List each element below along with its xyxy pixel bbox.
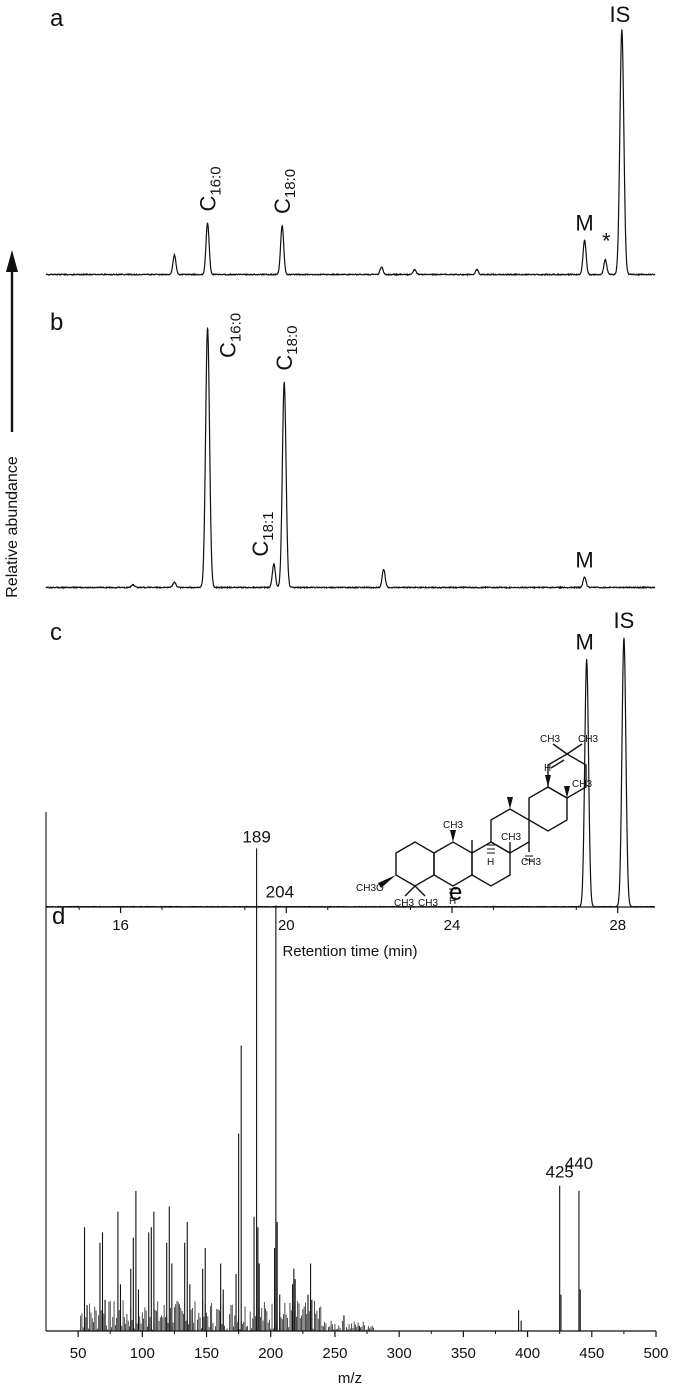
ion-label-189: 189 [242,827,270,846]
peak-a-6 [583,240,586,242]
label-ch3-17: CH3 [572,779,592,790]
peak-a-4 [414,269,416,271]
peak-label-c-1: IS [614,608,635,633]
label-h-18: H [544,763,551,774]
x-tick-label-mz-250: 250 [322,1345,347,1362]
peak-label-a-8: IS [609,2,630,27]
structure-e: e [356,734,598,909]
x-tick-label-mz-300: 300 [387,1345,412,1362]
shared-y-axis: Relative abundance [4,250,21,598]
peak-b-5 [383,569,385,571]
x-axis-label-mz: m/z [338,1370,362,1387]
peak-label-a-1-text: C16:0 [196,166,225,211]
label-h-9: H [487,857,494,868]
peak-a-1 [206,222,209,225]
peak-label-a-1: C16:0 [196,166,225,211]
peak-label-b-4-text: C18:0 [272,326,301,371]
label-ch3-4b: CH3 [418,898,438,909]
peak-a-2 [281,225,283,227]
label-ch3-10: CH3 [443,820,463,831]
molecule-hash-bonds [449,844,533,894]
peak-b-0 [132,584,134,587]
ion-label-425: 425 [545,1163,573,1182]
x-tick-label-mz-450: 450 [579,1345,604,1362]
x-tick-label-mz-350: 350 [451,1345,476,1362]
label-ch3-8: CH3 [501,832,521,843]
peak-b-6 [583,577,586,579]
peak-label-b-2: C16:0 [216,313,245,358]
peak-label-c-0: M [575,630,593,655]
peak-a-8 [621,29,623,31]
panel-label-c: c [50,619,62,646]
peak-label-b-4: C18:0 [272,326,301,371]
peak-b-4 [283,382,285,384]
x-tick-label-mz-50: 50 [70,1345,87,1362]
peak-b-2 [206,327,209,329]
peak-c-0 [586,658,588,661]
x-tick-label-rt-24: 24 [444,917,461,934]
x-tick-label-rt-20: 20 [278,917,295,934]
x-tick-label-mz-200: 200 [258,1345,283,1362]
peak-label-b-3: C18:1 [248,512,277,557]
molecule-atom-labels: CH3 CH3 H CH3 CH3 CH3 H CH3 CH3O H CH3 C… [356,734,598,909]
y-arrow-head [6,250,18,272]
molecule-skeleton [395,743,587,897]
peak-label-b-3-text: C18:1 [248,512,277,557]
peak-a-5 [476,269,478,271]
peak-label-a-2: C18:0 [270,169,299,214]
label-ch3-gem-b: CH3 [578,734,598,745]
chromatogram-b: b C16:0 C18:1 C18:0 M [45,309,656,590]
peak-label-b-6: M [575,548,593,573]
trace-a [45,29,656,277]
x-tick-label-rt-16: 16 [112,917,129,934]
panel-label-b: b [50,309,63,336]
x-tick-label-mz-400: 400 [515,1345,540,1362]
x-tick-label-mz-500: 500 [643,1345,668,1362]
molecule-wedges [378,775,570,888]
y-axis-label: Relative abundance [4,456,21,598]
trace-b [45,328,656,590]
ion-label-204: 204 [266,882,294,901]
label-och3: CH3O [356,883,384,894]
peak-label-a-7: * [602,228,611,253]
ion-label-440: 440 [565,1154,593,1173]
peak-a-3 [380,267,383,269]
label-ch3-gem-a: CH3 [540,734,560,745]
peak-label-b-2-text: C16:0 [216,313,245,358]
x-tick-label-mz-100: 100 [130,1345,155,1362]
peak-label-a-6: M [575,211,593,236]
peak-c-1 [623,637,625,639]
chromatogram-c: c M IS 16 20 24 28 Retention time (min) [45,608,656,960]
x-axis-label-rt: Retention time (min) [282,943,417,960]
peak-b-3 [273,564,275,566]
panel-label-d: d [52,903,65,930]
peak-label-a-2-text: C18:0 [270,169,299,214]
label-h-5: H [449,896,456,907]
label-ch3-14: CH3 [521,857,541,868]
panel-label-a: a [50,5,64,32]
trace-c [45,638,656,908]
label-ch3-4a: CH3 [394,898,414,909]
peak-b-1 [173,582,176,584]
peak-a-0 [173,254,176,256]
x-tick-label-rt-28: 28 [609,917,626,934]
chromatogram-a: a C16:0 C18:0 M * IS [45,2,656,277]
peak-a-7 [604,259,606,261]
x-tick-label-mz-150: 150 [194,1345,219,1362]
